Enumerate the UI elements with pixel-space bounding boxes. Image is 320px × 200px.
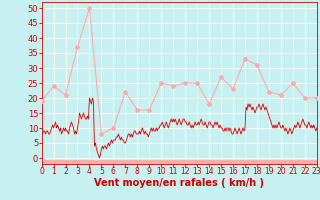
X-axis label: Vent moyen/en rafales ( km/h ): Vent moyen/en rafales ( km/h ) [94,178,264,188]
